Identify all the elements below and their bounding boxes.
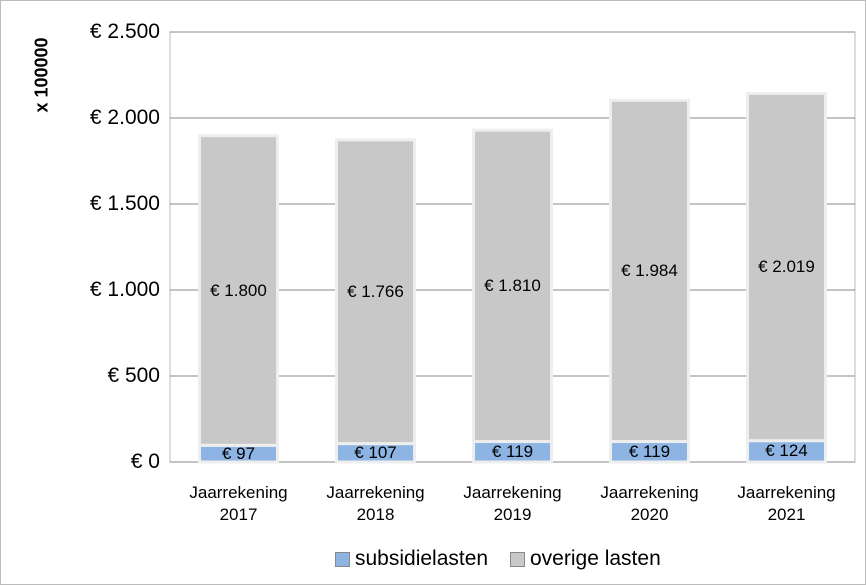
data-label: € 2.019 — [758, 257, 815, 277]
y-tick-label: € 2.500 — [89, 20, 160, 43]
bar-segment — [746, 91, 827, 443]
data-label: € 119 — [491, 441, 534, 461]
data-label: € 1.800 — [210, 280, 267, 300]
y-tick-label: € 1.000 — [89, 278, 160, 301]
y-tick-label: € 500 — [107, 364, 160, 387]
legend-item: overige lasten — [510, 547, 661, 571]
data-label: € 124 — [765, 441, 808, 461]
x-tick-label: Jaarrekening 2019 — [463, 483, 562, 524]
x-tick-label: Jaarrekening 2020 — [600, 483, 699, 524]
y-tick-label: € 2.000 — [89, 106, 160, 129]
data-label: € 1.810 — [484, 275, 541, 295]
y-tick-label: € 0 — [130, 450, 160, 473]
y-axis-label: x 100000 — [31, 37, 52, 113]
y-tick-label: € 1.500 — [89, 192, 160, 215]
bar-segment — [335, 138, 416, 446]
data-label: € 1.984 — [621, 260, 678, 280]
x-tick-label: Jaarrekening 2017 — [189, 483, 288, 524]
data-label: € 119 — [628, 441, 671, 461]
legend-label: subsidielasten — [355, 547, 489, 570]
legend-swatch — [335, 551, 350, 567]
legend-label: overige lasten — [530, 547, 661, 570]
data-label: € 107 — [354, 442, 397, 462]
data-label: € 97 — [221, 443, 256, 463]
bar-segment — [472, 128, 553, 444]
legend-item: subsidielasten — [335, 547, 488, 571]
data-label: € 1.766 — [347, 281, 404, 301]
bar-segment — [198, 134, 279, 447]
x-tick-label: Jaarrekening 2018 — [326, 483, 425, 524]
legend-swatch — [510, 551, 525, 567]
x-tick-label: Jaarrekening 2021 — [737, 483, 836, 524]
bar-segment — [609, 98, 690, 444]
